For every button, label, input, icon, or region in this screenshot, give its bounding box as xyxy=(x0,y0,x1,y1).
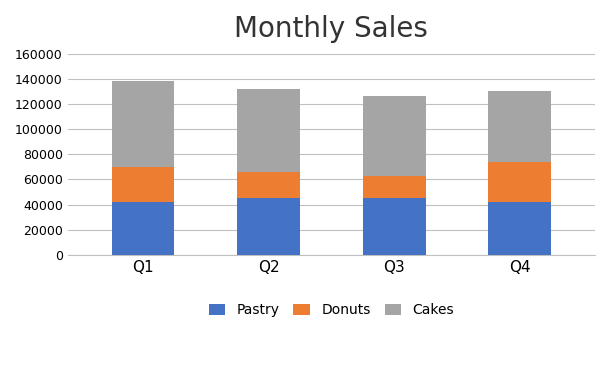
Bar xyxy=(363,198,426,255)
Title: Monthly Sales: Monthly Sales xyxy=(234,15,428,43)
Bar xyxy=(488,202,551,255)
Bar xyxy=(237,89,300,172)
Bar xyxy=(488,162,551,202)
Legend: Pastry, Donuts, Cakes: Pastry, Donuts, Cakes xyxy=(203,298,459,323)
Bar xyxy=(488,92,551,162)
Bar xyxy=(237,198,300,255)
Bar xyxy=(363,176,426,198)
Bar xyxy=(112,167,174,202)
Bar xyxy=(112,81,174,167)
Bar xyxy=(112,202,174,255)
Bar xyxy=(363,96,426,176)
Bar xyxy=(237,172,300,198)
